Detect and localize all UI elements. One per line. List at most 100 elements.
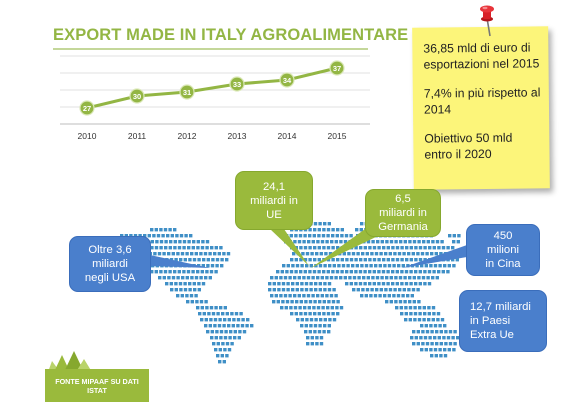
map-dot <box>389 300 393 304</box>
map-dot <box>411 252 415 256</box>
map-dot <box>404 312 408 316</box>
map-dot <box>182 246 186 250</box>
map-dot <box>313 222 318 226</box>
map-dot <box>169 240 173 244</box>
map-dot <box>335 306 339 310</box>
map-dot <box>164 240 168 244</box>
map-dot <box>335 270 340 274</box>
map-dot <box>313 324 318 328</box>
callout-germania-region: Germania <box>378 221 428 233</box>
map-dot <box>219 246 223 250</box>
map-dot <box>425 342 430 346</box>
chart-point <box>229 76 245 92</box>
callout-ue-unit: miliardi in <box>250 194 298 207</box>
map-dot <box>429 264 433 268</box>
map-dot <box>398 288 402 292</box>
map-dot <box>331 246 335 250</box>
map-dot <box>363 246 367 250</box>
map-dot <box>302 276 306 280</box>
map-dot <box>196 270 200 274</box>
map-dot <box>185 252 189 256</box>
map-dot <box>310 252 314 256</box>
map-dot <box>304 330 308 334</box>
map-dot <box>227 324 231 328</box>
map-dot <box>427 282 432 286</box>
map-dot <box>294 258 298 262</box>
map-dot <box>199 276 203 280</box>
map-dot <box>179 288 183 292</box>
map-dot <box>414 258 418 262</box>
map-dot <box>400 282 404 286</box>
map-dot <box>218 348 222 352</box>
map-dot <box>228 336 232 340</box>
map-dot <box>211 258 215 262</box>
map-dot <box>323 288 327 292</box>
map-dot <box>289 234 293 238</box>
map-dot <box>428 246 432 250</box>
map-dot <box>326 270 330 274</box>
map-dot <box>447 348 451 352</box>
callout-extra-ue-region: Extra Ue <box>470 329 514 341</box>
map-dot <box>317 228 321 232</box>
map-dot <box>178 240 182 244</box>
map-dot <box>397 264 401 268</box>
map-dot <box>435 330 439 334</box>
map-dot <box>224 330 228 334</box>
callout-germania-pointer <box>311 224 378 268</box>
map-dot <box>452 264 456 268</box>
map-dot <box>302 240 306 244</box>
callout-cina-value: 450 <box>493 230 513 242</box>
callout-germania-unit: miliardi in <box>379 207 427 219</box>
map-dot <box>306 342 310 346</box>
map-dot <box>173 270 177 274</box>
map-dot <box>417 300 421 304</box>
map-dot <box>150 240 154 244</box>
map-dot <box>400 246 404 250</box>
map-dot <box>414 336 418 340</box>
map-dot <box>218 360 222 364</box>
map-dot <box>363 282 367 286</box>
callout-usa-unit: miliardi <box>92 258 128 270</box>
map-dot <box>324 252 328 256</box>
chart-data-label: 34 <box>283 76 292 85</box>
map-dot <box>183 282 187 286</box>
map-dot <box>413 318 417 322</box>
map-dot <box>405 246 409 250</box>
map-dot <box>295 288 299 292</box>
map-dot <box>325 240 329 244</box>
map-dot <box>343 240 348 244</box>
map-dot <box>340 270 344 274</box>
map-dot <box>377 282 381 286</box>
map-dot <box>432 312 436 316</box>
callout-usa-region: negli USA <box>84 272 136 284</box>
map-dot <box>219 336 223 340</box>
map-dot <box>313 330 317 334</box>
map-dot <box>374 264 378 268</box>
map-dot <box>173 240 177 244</box>
callout-cina-region: in Cina <box>485 258 521 270</box>
map-dot <box>405 258 409 262</box>
map-dot <box>250 324 254 328</box>
map-dot <box>354 282 358 286</box>
map-dot <box>359 228 363 232</box>
map-dot <box>328 264 332 268</box>
map-dot <box>451 336 455 340</box>
map-dot <box>319 342 324 346</box>
map-dot <box>352 276 357 280</box>
callout-usa-value: Oltre 3,6 <box>88 244 132 256</box>
map-dot <box>448 234 452 238</box>
source-line-2: ISTAT <box>87 385 107 395</box>
map-dot <box>222 252 226 256</box>
map-dot <box>312 234 316 238</box>
map-dot <box>439 330 443 334</box>
chart-data-label: 37 <box>333 64 341 73</box>
map-dot <box>303 306 307 310</box>
map-dot <box>335 234 339 238</box>
map-dot <box>210 336 214 340</box>
map-dot <box>217 324 222 328</box>
map-dot <box>320 294 324 298</box>
title-underline <box>53 48 368 50</box>
map-dot <box>211 312 216 316</box>
map-dot <box>402 252 406 256</box>
